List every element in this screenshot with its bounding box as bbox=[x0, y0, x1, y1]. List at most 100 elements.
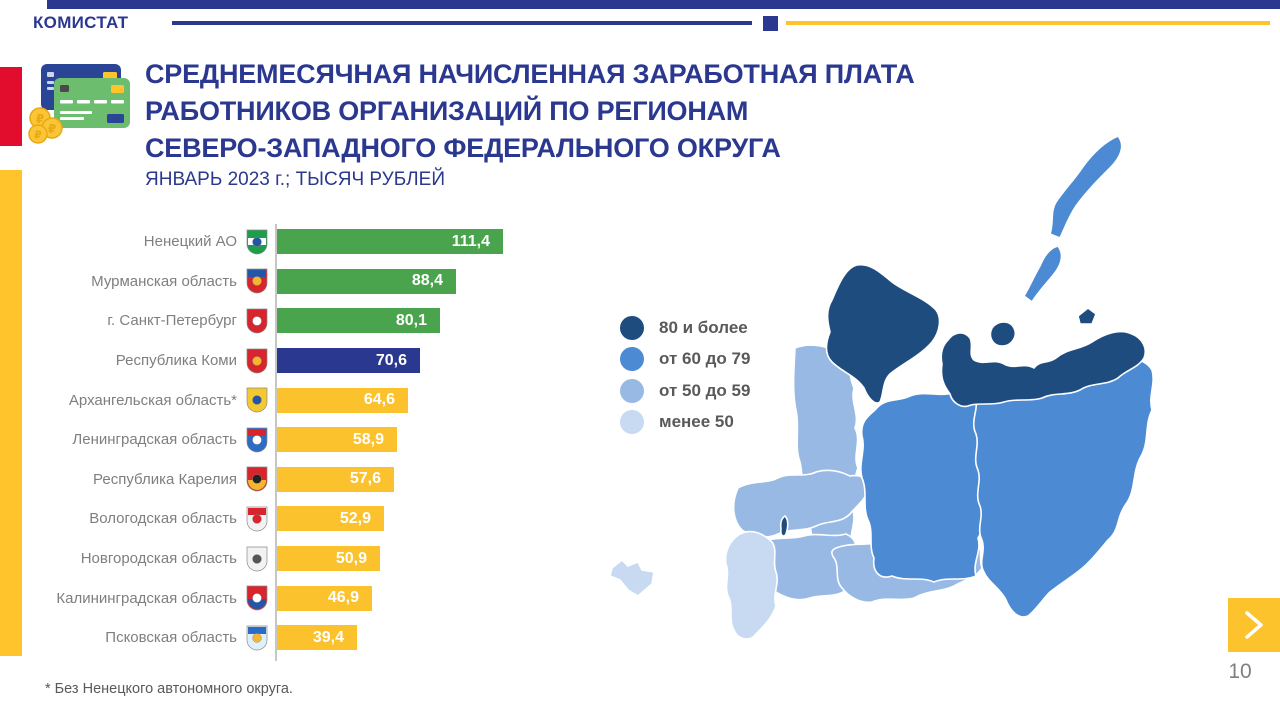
value-bar: 58,9 bbox=[277, 427, 397, 453]
map-region-nenets bbox=[940, 330, 1147, 408]
chevron-right-icon bbox=[1245, 611, 1263, 639]
legend-label: от 50 до 59 bbox=[659, 380, 751, 400]
chart-row: Ленинградская область 58,9 bbox=[45, 420, 525, 460]
komi-republic-crest-icon bbox=[237, 348, 277, 374]
value-bar: 39,4 bbox=[277, 625, 357, 651]
map-region-saint-petersburg bbox=[779, 515, 789, 537]
chart-axis-line bbox=[275, 224, 277, 661]
region-label: Ненецкий АО bbox=[143, 233, 237, 251]
saint-petersburg-crest-icon bbox=[237, 308, 277, 334]
map-region-murmansk bbox=[825, 263, 941, 404]
top-accent-bar bbox=[47, 0, 1280, 9]
title-line-3: СЕВЕРО-ЗАПАДНОГО ФЕДЕРАЛЬНОГО ОКРУГА bbox=[145, 133, 781, 163]
salary-cards-icon: ₽ ₽ ₽ bbox=[28, 64, 130, 144]
header-square-accent bbox=[763, 16, 778, 31]
legend-label: от 60 до 79 bbox=[659, 349, 751, 369]
legend-color-dot bbox=[620, 315, 644, 340]
title-line-1: СРЕДНЕМЕСЯЧНАЯ НАЧИСЛЕННАЯ ЗАРАБОТНАЯ ПЛ… bbox=[145, 59, 915, 89]
value-bar: 70,6 bbox=[277, 348, 420, 374]
legend-item: от 60 до 79 bbox=[620, 344, 750, 376]
bar-value-label: 46,9 bbox=[327, 589, 359, 607]
bar-value-label: 111,4 bbox=[451, 232, 490, 250]
region-label: Калининградская область bbox=[56, 589, 237, 607]
value-bar: 80,1 bbox=[277, 308, 440, 334]
value-bar: 57,6 bbox=[277, 466, 394, 492]
value-bar: 64,6 bbox=[277, 387, 408, 413]
page-number: 10 bbox=[1228, 660, 1252, 683]
svg-text:₽: ₽ bbox=[48, 122, 56, 136]
region-label: Архангельская область* bbox=[68, 391, 237, 409]
bar-value-label: 80,1 bbox=[395, 311, 427, 329]
legend-item: менее 50 bbox=[620, 407, 750, 439]
bar-value-label: 70,6 bbox=[375, 351, 407, 369]
map-region-novaya-zemlya-north bbox=[1049, 135, 1123, 239]
legend-color-dot bbox=[620, 378, 644, 403]
value-bar: 88,4 bbox=[277, 268, 456, 294]
svg-text:₽: ₽ bbox=[36, 112, 44, 126]
region-label: Новгородская область bbox=[80, 550, 237, 568]
chart-row: Новгородская область 50,9 bbox=[45, 539, 525, 579]
region-label: Мурманская область bbox=[91, 272, 237, 290]
map-region-kaliningrad bbox=[609, 559, 655, 597]
chart-row: Вологодская область 52,9 bbox=[45, 499, 525, 539]
chart-row: г. Санкт-Петербург 80,1 bbox=[45, 301, 525, 341]
value-bar: 50,9 bbox=[277, 546, 380, 572]
leningrad-oblast-crest-icon bbox=[237, 427, 277, 453]
bar-value-label: 64,6 bbox=[363, 391, 395, 409]
value-bar: 46,9 bbox=[277, 585, 372, 611]
region-label: г. Санкт-Петербург bbox=[107, 312, 237, 330]
left-accent-strip-yellow bbox=[0, 170, 22, 656]
page-title: СРЕДНЕМЕСЯЧНАЯ НАЧИСЛЕННАЯ ЗАРАБОТНАЯ ПЛ… bbox=[145, 56, 915, 167]
map-region-komi bbox=[972, 358, 1154, 618]
bar-value-label: 57,6 bbox=[349, 470, 381, 488]
bar-value-label: 52,9 bbox=[339, 509, 371, 527]
region-label: Республика Карелия bbox=[93, 470, 237, 488]
kaliningrad-oblast-crest-icon bbox=[237, 585, 277, 611]
pskov-oblast-crest-icon bbox=[237, 625, 277, 651]
subtitle: ЯНВАРЬ 2023 г.; ТЫСЯЧ РУБЛЕЙ bbox=[145, 169, 445, 190]
bar-value-label: 39,4 bbox=[312, 628, 344, 646]
map-region-pskov bbox=[724, 530, 778, 640]
map-region-novaya-zemlya-south bbox=[1023, 245, 1063, 303]
chart-row: Республика Коми 70,6 bbox=[45, 341, 525, 381]
chart-row: Калининградская область 46,9 bbox=[45, 578, 525, 618]
map-legend: 80 и более от 60 до 79 от 50 до 59 менее 50 bbox=[620, 312, 750, 438]
next-page-button[interactable] bbox=[1228, 598, 1280, 652]
arkhangelsk-oblast-crest-icon bbox=[237, 387, 277, 413]
chart-row: Архангельская область* 64,6 bbox=[45, 380, 525, 420]
value-bar: 52,9 bbox=[277, 506, 384, 532]
karelia-republic-crest-icon bbox=[237, 466, 277, 492]
map-region-kolguev bbox=[989, 321, 1017, 347]
region-label: Ленинградская область bbox=[72, 431, 237, 449]
bar-value-label: 50,9 bbox=[335, 549, 367, 567]
chart-row: Республика Карелия 57,6 bbox=[45, 460, 525, 500]
svg-text:₽: ₽ bbox=[34, 130, 42, 142]
legend-label: 80 и более bbox=[659, 317, 748, 337]
vologda-oblast-crest-icon bbox=[237, 506, 277, 532]
region-label: Республика Коми bbox=[115, 352, 237, 370]
bar-value-label: 88,4 bbox=[411, 272, 443, 290]
legend-label: менее 50 bbox=[659, 412, 734, 432]
left-accent-strip-red bbox=[0, 67, 22, 146]
header-divider-blue bbox=[172, 21, 752, 25]
salary-bar-chart: Ненецкий АО 111,4 Мурманская область 88,4… bbox=[45, 222, 525, 658]
nenets-ao-crest-icon bbox=[237, 229, 277, 255]
legend-color-dot bbox=[620, 410, 644, 435]
chart-row: Ненецкий АО 111,4 bbox=[45, 222, 525, 262]
bar-value-label: 58,9 bbox=[352, 430, 384, 448]
footnote: * Без Ненецкого автономного округа. bbox=[45, 681, 293, 697]
title-line-2: РАБОТНИКОВ ОРГАНИЗАЦИЙ ПО РЕГИОНАМ bbox=[145, 96, 749, 126]
legend-item: 80 и более bbox=[620, 312, 750, 344]
chart-row: Псковская область 39,4 bbox=[45, 618, 525, 658]
murmansk-oblast-crest-icon bbox=[237, 268, 277, 294]
value-bar: 111,4 bbox=[277, 229, 503, 255]
nwfd-choropleth-map bbox=[609, 135, 1154, 640]
legend-color-dot bbox=[620, 347, 644, 372]
region-label: Псковская область bbox=[105, 629, 237, 647]
map-region-vaygach bbox=[1077, 307, 1097, 325]
region-label: Вологодская область bbox=[89, 510, 237, 528]
header-divider-yellow bbox=[786, 21, 1270, 25]
legend-item: от 50 до 59 bbox=[620, 375, 750, 407]
chart-row: Мурманская область 88,4 bbox=[45, 262, 525, 302]
